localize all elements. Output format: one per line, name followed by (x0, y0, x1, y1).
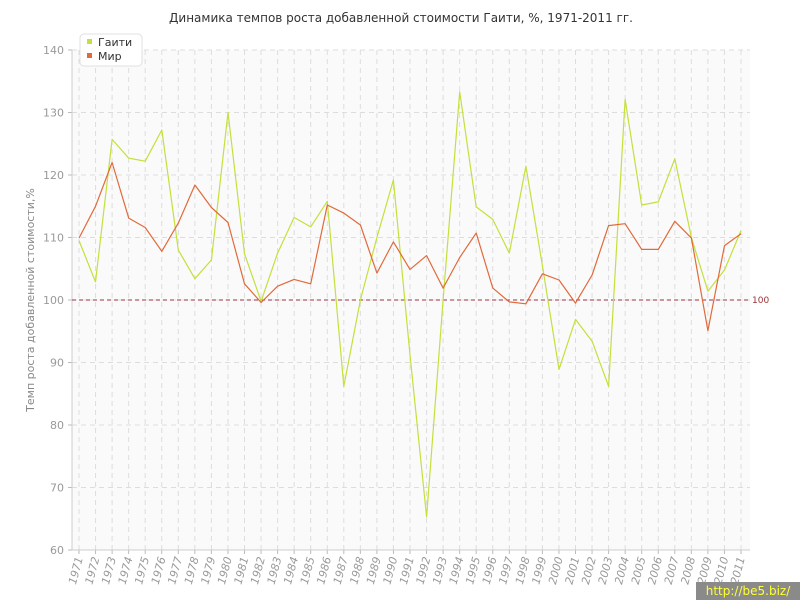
x-gridlines (78, 50, 742, 550)
y-tick-label: 110 (43, 232, 64, 245)
y-axis-label: Темп роста добавленной стоимости,% (24, 188, 37, 413)
legend-swatch-haiti (87, 39, 92, 44)
y-tick-label: 120 (43, 169, 64, 182)
legend-box (79, 33, 143, 67)
legend-swatch-world (87, 53, 92, 58)
legend: Гаити Мир (79, 33, 143, 67)
chart-title: Динамика темпов роста добавленной стоимо… (169, 11, 633, 25)
reference-line-label: 100 (752, 296, 769, 306)
x-axis-ticks: 1971197219731974197519761977197819791980… (66, 550, 748, 586)
y-tick-label: 60 (50, 544, 64, 557)
y-tick-label: 70 (50, 482, 64, 495)
y-tick-label: 80 (50, 419, 64, 432)
series-lines (78, 91, 742, 518)
y-tick-label: 140 (43, 44, 64, 57)
y-tick-label: 130 (43, 107, 64, 120)
series-line-world (78, 161, 742, 332)
watermark-link[interactable]: http://be5.biz/ (696, 582, 800, 600)
y-tick-label: 90 (50, 357, 64, 370)
legend-label-haiti: Гаити (98, 36, 132, 49)
y-tick-label: 100 (43, 294, 64, 307)
y-axis-ticks: 60 70 80 90 100 110 120 130 140 (43, 44, 72, 557)
legend-label-world: Мир (98, 50, 122, 63)
series-line-haiti (78, 91, 742, 518)
